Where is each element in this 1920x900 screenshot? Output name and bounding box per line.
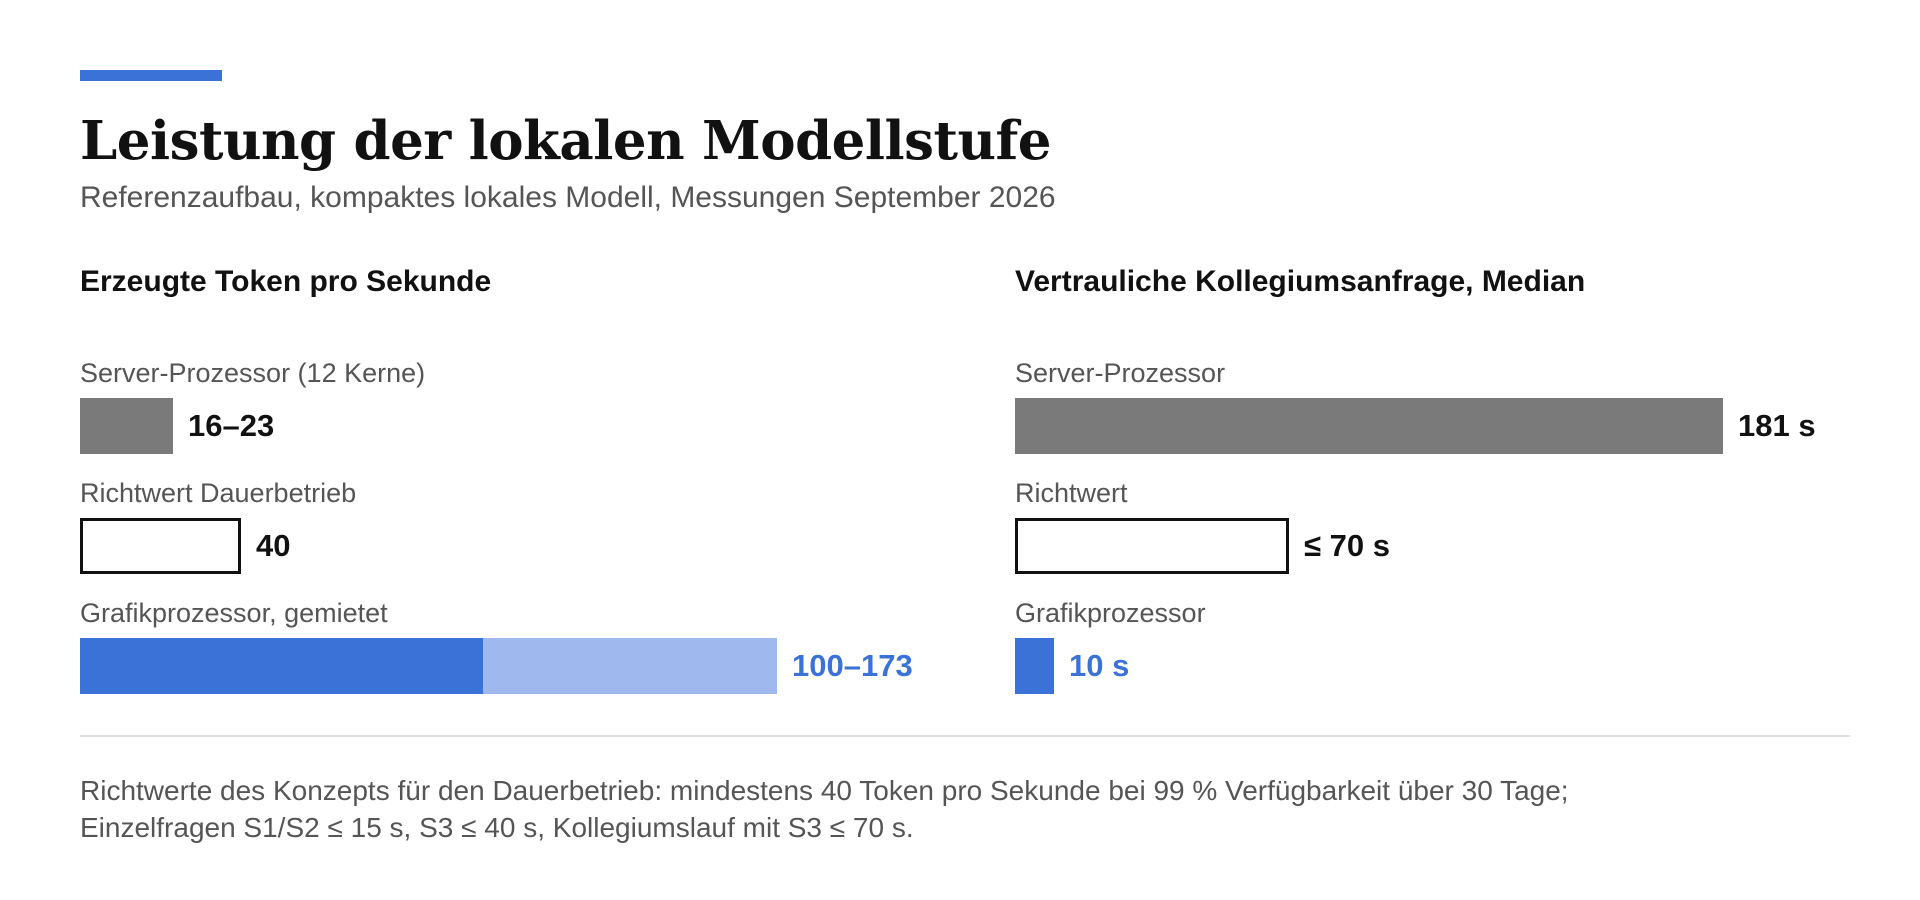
divider [80, 735, 1850, 737]
chart-panel-latency: Vertrauliche Kollegiumsanfrage, Median S… [1015, 260, 1915, 694]
bar-row: Server-Prozessor (12 Kerne) 16–23 [80, 356, 980, 456]
bar-segment-low [80, 638, 483, 694]
footnote-line: Richtwerte des Konzepts für den Dauerbet… [80, 775, 1569, 806]
bar-category-label: Server-Prozessor (12 Kerne) [80, 358, 426, 388]
bar-row: Richtwert Dauerbetrieb 40 [80, 476, 980, 576]
bar-category-label: Server-Prozessor [1015, 358, 1226, 388]
chart-title: Vertrauliche Kollegiumsanfrage, Median [1015, 265, 1586, 298]
bar-row: Grafikprozessor 10 s [1015, 596, 1915, 696]
bar-value-label: 16–23 [188, 408, 275, 443]
bar-value-label: 40 [256, 528, 291, 563]
bar [80, 638, 777, 694]
bar [80, 398, 173, 454]
bar-row: Server-Prozessor 181 s [1015, 356, 1915, 456]
accent-line [80, 70, 222, 81]
bar [80, 518, 241, 574]
chart-panel-tokens: Erzeugte Token pro Sekunde Server-Prozes… [80, 260, 980, 694]
bar [1015, 398, 1723, 454]
bar-category-label: Grafikprozessor [1015, 598, 1206, 628]
bar [1015, 518, 1289, 574]
bar-category-label: Richtwert [1015, 478, 1128, 508]
bar-value-label: 10 s [1069, 648, 1130, 683]
footnote-line: Einzelfragen S1/S2 ≤ 15 s, S3 ≤ 40 s, Ko… [80, 812, 914, 843]
bar-value-label: 181 s [1738, 408, 1816, 443]
bar-value-label: 100–173 [792, 648, 913, 683]
bar-row: Grafikprozessor, gemietet 100–173 [80, 596, 980, 696]
page-subtitle: Referenzaufbau, kompaktes lokales Modell… [80, 181, 1056, 214]
bar-segment-range [483, 638, 777, 694]
bar-category-label: Grafikprozessor, gemietet [80, 598, 388, 628]
bar [1015, 638, 1054, 694]
footnote: Richtwerte des Konzepts für den Dauerbet… [80, 772, 1850, 846]
bar-row: Richtwert ≤ 70 s [1015, 476, 1915, 576]
page-title: Leistung der lokalen Modellstufe [80, 110, 1052, 172]
bar-category-label: Richtwert Dauerbetrieb [80, 478, 357, 508]
chart-title: Erzeugte Token pro Sekunde [80, 265, 492, 298]
bar-value-label: ≤ 70 s [1304, 528, 1390, 563]
